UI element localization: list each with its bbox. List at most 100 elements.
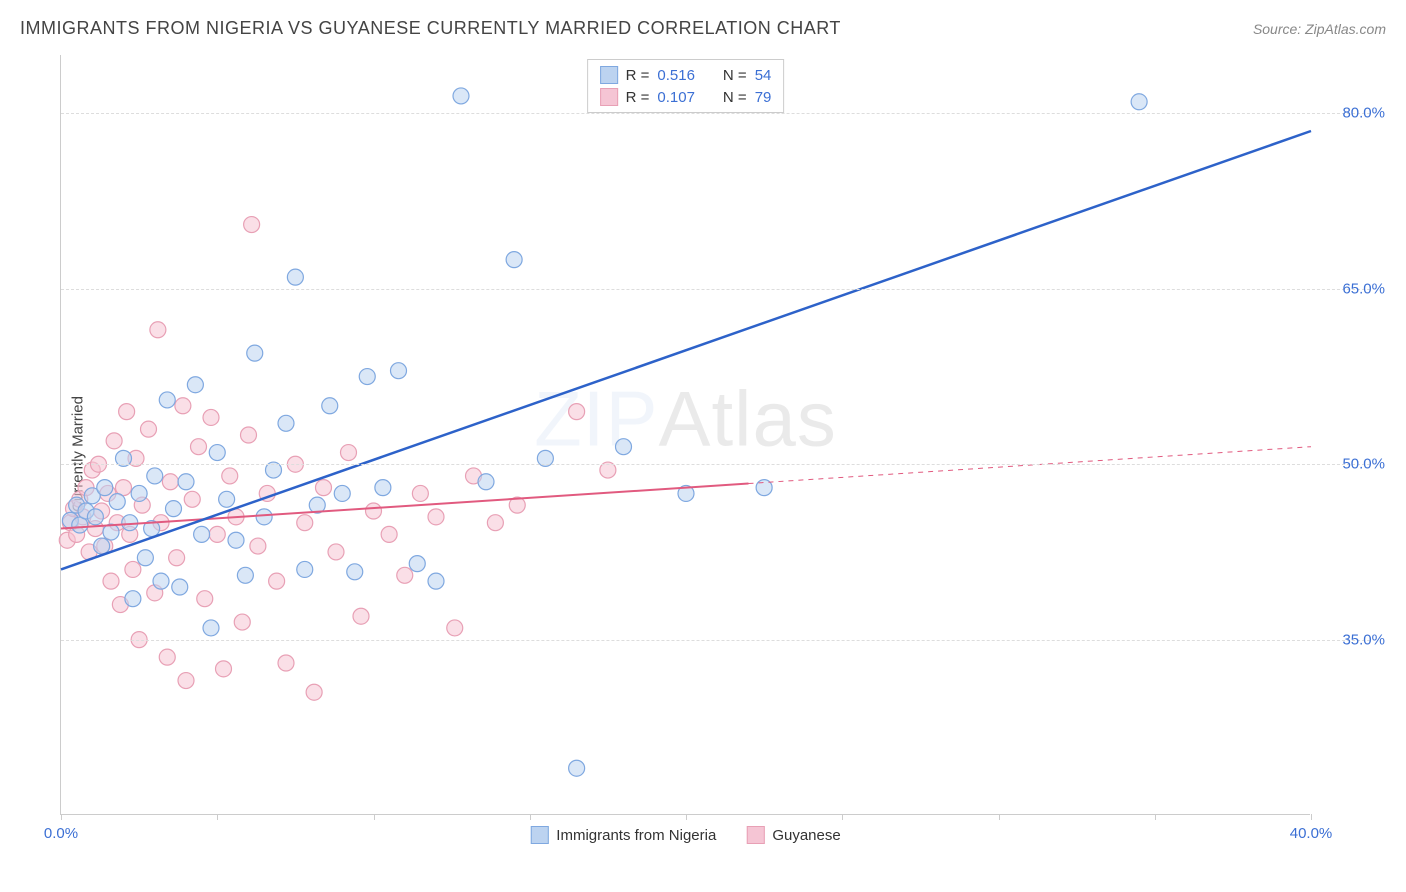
data-point <box>487 515 503 531</box>
data-point <box>447 620 463 636</box>
x-tick <box>217 814 218 820</box>
data-point <box>162 474 178 490</box>
data-point <box>391 363 407 379</box>
x-tick <box>842 814 843 820</box>
data-point <box>334 485 350 501</box>
data-point <box>1131 94 1147 110</box>
gridline <box>61 464 1370 465</box>
data-point <box>137 550 153 566</box>
data-point <box>366 503 382 519</box>
data-point <box>187 377 203 393</box>
x-tick <box>1155 814 1156 820</box>
data-point <box>412 485 428 501</box>
data-point <box>297 515 313 531</box>
data-point <box>316 480 332 496</box>
x-tick-label: 0.0% <box>44 825 78 842</box>
y-tick-label: 35.0% <box>1342 631 1385 648</box>
legend-item: Immigrants from Nigeria <box>530 826 716 844</box>
data-point <box>428 573 444 589</box>
header: IMMIGRANTS FROM NIGERIA VS GUYANESE CURR… <box>0 0 1406 49</box>
gridline <box>61 113 1370 114</box>
legend-row: R = 0.107 N = 79 <box>600 86 772 108</box>
legend-item: Guyanese <box>746 826 840 844</box>
data-point <box>409 556 425 572</box>
data-point <box>341 445 357 461</box>
data-point <box>328 544 344 560</box>
data-point <box>569 760 585 776</box>
data-point <box>397 567 413 583</box>
regression-line <box>61 484 749 529</box>
data-point <box>222 468 238 484</box>
x-tick <box>374 814 375 820</box>
data-point <box>347 564 363 580</box>
legend-swatch <box>746 826 764 844</box>
data-point <box>150 322 166 338</box>
data-point <box>278 415 294 431</box>
data-point <box>103 573 119 589</box>
x-tick <box>530 814 531 820</box>
data-point <box>244 217 260 233</box>
gridline <box>61 289 1370 290</box>
chart-container: Currently Married ZIPAtlas R = 0.516 N =… <box>50 55 1386 852</box>
y-tick-label: 50.0% <box>1342 456 1385 473</box>
y-tick-label: 65.0% <box>1342 280 1385 297</box>
data-point <box>428 509 444 525</box>
data-point <box>287 269 303 285</box>
data-point <box>119 404 135 420</box>
x-tick-label: 40.0% <box>1290 825 1333 842</box>
data-point <box>247 345 263 361</box>
source-label: Source: ZipAtlas.com <box>1253 21 1386 37</box>
data-point <box>203 409 219 425</box>
data-point <box>106 433 122 449</box>
scatter-plot <box>61 55 1310 814</box>
data-point <box>453 88 469 104</box>
x-tick <box>999 814 1000 820</box>
y-tick-label: 80.0% <box>1342 105 1385 122</box>
data-point <box>159 392 175 408</box>
data-point <box>109 494 125 510</box>
x-tick <box>61 814 62 820</box>
data-point <box>184 491 200 507</box>
data-point <box>241 427 257 443</box>
data-point <box>169 550 185 566</box>
data-point <box>506 252 522 268</box>
data-point <box>141 421 157 437</box>
gridline <box>61 640 1370 641</box>
data-point <box>203 620 219 636</box>
data-point <box>278 655 294 671</box>
legend-swatch <box>600 66 618 84</box>
data-point <box>359 369 375 385</box>
data-point <box>125 591 141 607</box>
data-point <box>297 561 313 577</box>
data-point <box>147 468 163 484</box>
legend-series: Immigrants from Nigeria Guyanese <box>530 826 840 844</box>
data-point <box>159 649 175 665</box>
data-point <box>209 445 225 461</box>
data-point <box>375 480 391 496</box>
data-point <box>234 614 250 630</box>
data-point <box>178 673 194 689</box>
data-point <box>478 474 494 490</box>
data-point <box>228 532 244 548</box>
data-point <box>216 661 232 677</box>
data-point <box>616 439 632 455</box>
data-point <box>153 573 169 589</box>
data-point <box>97 480 113 496</box>
data-point <box>569 404 585 420</box>
plot-area: ZIPAtlas R = 0.516 N = 54 R = 0.107 N = … <box>60 55 1310 815</box>
data-point <box>172 579 188 595</box>
data-point <box>191 439 207 455</box>
legend-stats: R = 0.516 N = 54 R = 0.107 N = 79 <box>587 59 785 113</box>
data-point <box>209 526 225 542</box>
data-point <box>125 561 141 577</box>
data-point <box>353 608 369 624</box>
data-point <box>306 684 322 700</box>
data-point <box>175 398 191 414</box>
data-point <box>256 509 272 525</box>
data-point <box>87 509 103 525</box>
data-point <box>94 538 110 554</box>
x-tick <box>1311 814 1312 820</box>
data-point <box>194 526 210 542</box>
data-point <box>166 501 182 517</box>
data-point <box>131 485 147 501</box>
